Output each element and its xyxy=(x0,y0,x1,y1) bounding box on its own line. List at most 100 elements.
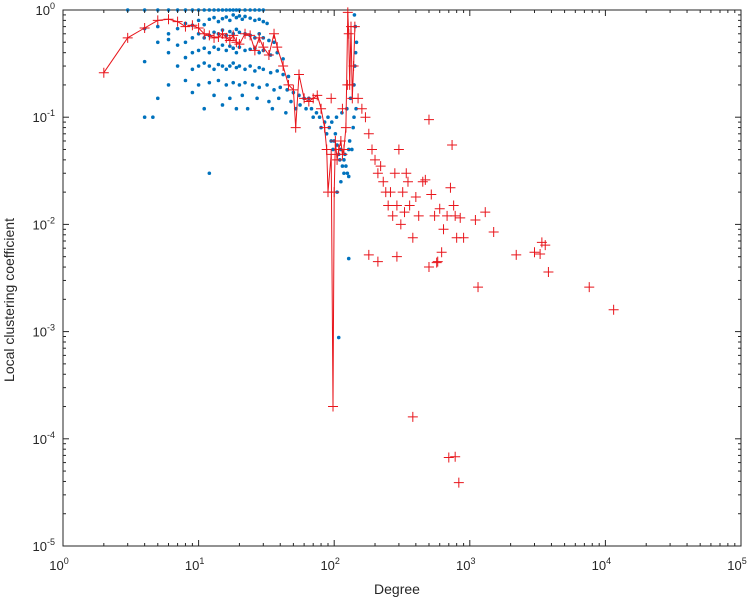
scatter-point xyxy=(220,64,225,68)
scatter-point xyxy=(276,96,281,101)
scatter-point xyxy=(228,18,232,23)
average-marker xyxy=(328,401,339,412)
scatter-point xyxy=(216,47,221,52)
scatter-point xyxy=(243,14,247,19)
average-marker xyxy=(152,15,163,26)
average-marker xyxy=(254,32,265,43)
cross-marker xyxy=(458,232,469,243)
scatter-point xyxy=(240,93,245,98)
scatter-point xyxy=(342,171,346,176)
average-marker xyxy=(321,144,332,155)
scatter-point xyxy=(248,8,252,12)
scatter-point xyxy=(346,174,351,179)
scatter-point xyxy=(350,147,354,152)
average-marker xyxy=(272,42,283,53)
scatter-point xyxy=(257,8,262,12)
average-marker xyxy=(187,20,198,31)
scatter-point xyxy=(202,61,207,65)
average-marker xyxy=(172,16,183,27)
y-axis-ticks: 10-5 10-4 10-3 10-2 10-1 100 xyxy=(33,1,741,554)
scatter-point xyxy=(255,96,259,101)
average-marker xyxy=(209,32,220,43)
cross-marker xyxy=(366,144,377,155)
scatter-point xyxy=(342,158,346,162)
y-tick-label: 10-4 xyxy=(33,430,55,447)
cross-marker xyxy=(450,451,461,462)
x-tick-label: 104 xyxy=(592,556,611,573)
cross-marker xyxy=(608,304,619,315)
average-marker xyxy=(163,14,174,25)
scatter-point xyxy=(250,83,255,87)
cross-marker xyxy=(391,251,402,262)
average-marker xyxy=(240,28,251,39)
y-tick-label: 10-2 xyxy=(33,215,55,232)
scatter-point xyxy=(234,65,239,70)
cross-marker xyxy=(438,224,449,235)
average-marker xyxy=(312,90,323,101)
cross-marker xyxy=(488,226,499,237)
average-marker xyxy=(329,187,340,198)
average-marker xyxy=(290,122,301,133)
scatter-point xyxy=(207,80,212,85)
scatter-point xyxy=(248,16,252,20)
scatter-point xyxy=(334,115,339,119)
cross-marker xyxy=(326,93,337,104)
scatter-point xyxy=(234,15,239,20)
scatter-point xyxy=(228,8,232,12)
scatter-point xyxy=(237,83,242,87)
scatter-point xyxy=(336,335,341,340)
scatter-point xyxy=(237,64,242,68)
average-marker xyxy=(342,7,353,18)
average-marker xyxy=(326,149,337,160)
scatter-point xyxy=(311,115,315,119)
x-tick-label: 100 xyxy=(49,556,68,573)
cross-marker xyxy=(342,79,353,90)
cross-marker xyxy=(407,232,418,243)
cross-marker xyxy=(378,176,389,187)
scatter-point xyxy=(183,55,188,60)
cross-marker xyxy=(360,112,371,123)
average-marker xyxy=(122,32,133,43)
cross-marker xyxy=(393,144,404,155)
average-marker xyxy=(332,154,343,165)
scatter-point xyxy=(183,78,188,83)
scatter-point xyxy=(212,8,216,12)
scatter-point xyxy=(142,115,147,119)
cross-marker xyxy=(443,452,454,463)
scatter-point xyxy=(234,27,239,32)
average-marker xyxy=(228,30,239,41)
scatter-point xyxy=(207,50,212,55)
cross-marker xyxy=(363,249,374,260)
scatter-point xyxy=(224,67,229,72)
scatter-point xyxy=(261,67,266,72)
cross-marker xyxy=(450,210,461,221)
scatter-point xyxy=(354,106,358,111)
scatter-point xyxy=(212,67,216,72)
cross-marker xyxy=(402,176,413,187)
cross-marker xyxy=(383,200,394,211)
scatter-point xyxy=(224,8,229,12)
scatter-point xyxy=(228,96,232,101)
scatter-point xyxy=(216,62,221,67)
scatter-point xyxy=(142,59,147,64)
scatter-point xyxy=(261,19,266,24)
cross-marker xyxy=(445,182,456,193)
cross-marker xyxy=(511,249,522,260)
x-axis-label: Degree xyxy=(374,581,420,597)
scatter-point xyxy=(207,8,212,12)
average-marker xyxy=(139,22,150,33)
x-tick-label: 103 xyxy=(456,556,475,573)
x-axis-ticks: 100 101 102 103 104 105 xyxy=(49,10,747,573)
scatter-point xyxy=(212,93,216,98)
cross-marker xyxy=(363,128,374,139)
scatter-point xyxy=(354,40,359,45)
scatter-point xyxy=(155,40,160,45)
scatter-point xyxy=(216,78,221,83)
cross-marker xyxy=(399,207,410,218)
scatter-point xyxy=(237,30,242,35)
scatter-point xyxy=(202,106,207,111)
y-tick-label: 10-1 xyxy=(33,108,55,125)
scatter-point xyxy=(175,26,180,31)
